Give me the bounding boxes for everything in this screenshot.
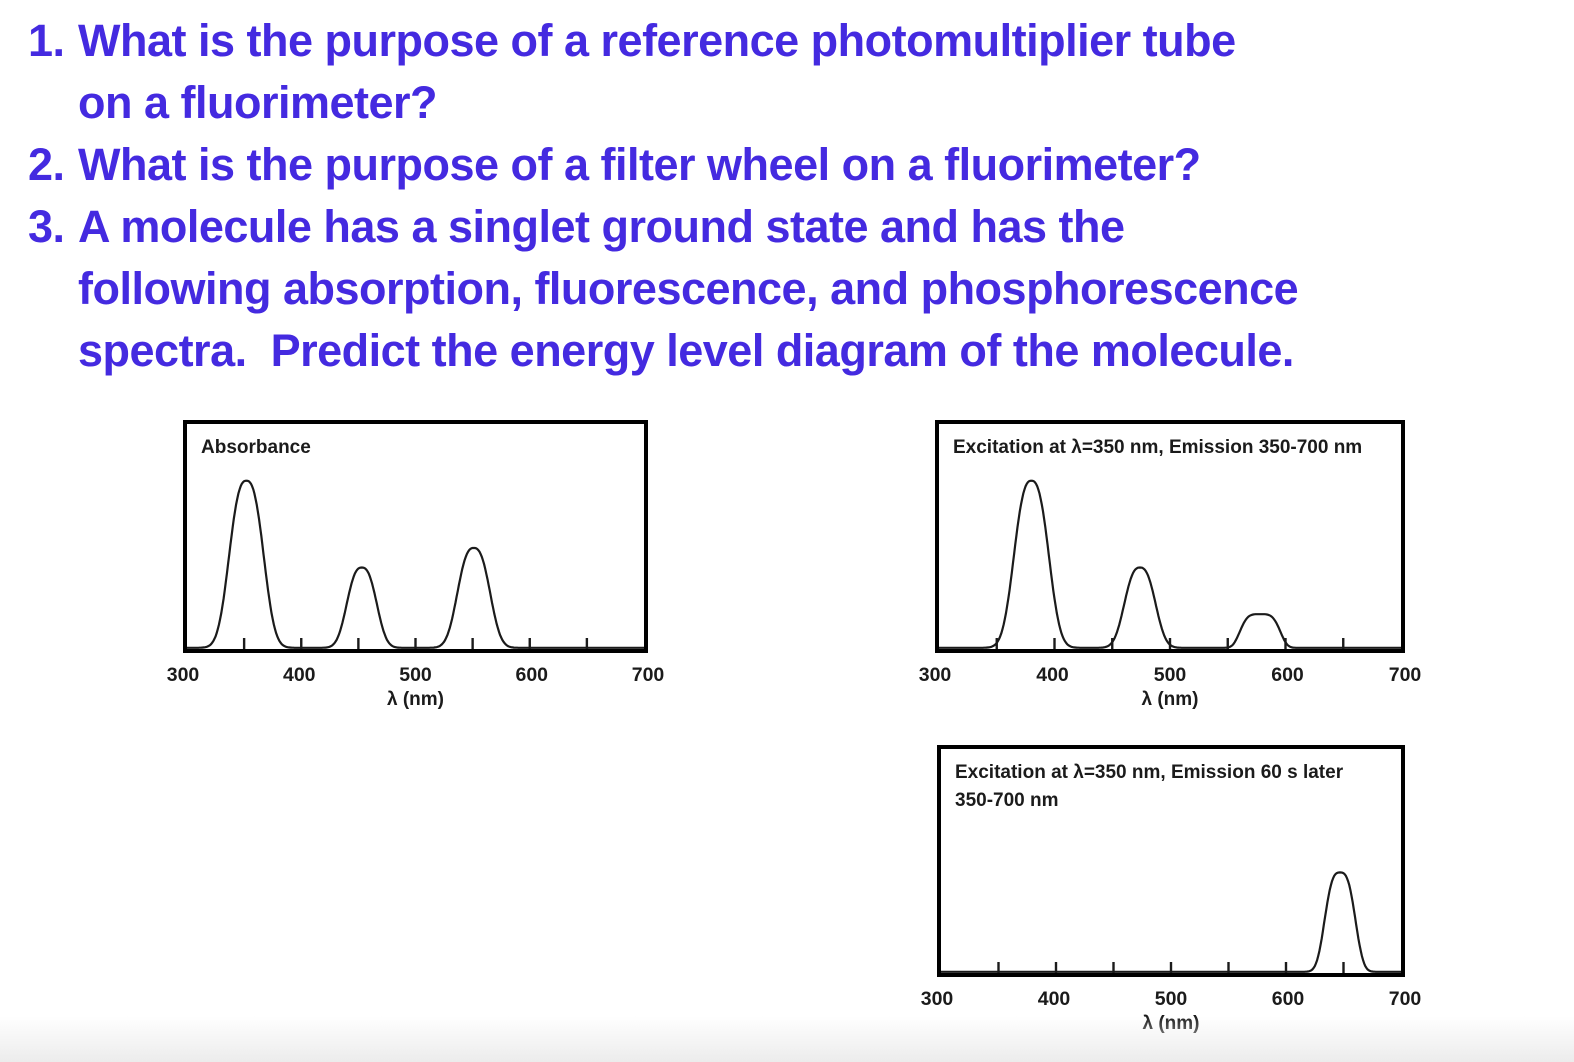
x-tick-label: 700 [631, 664, 665, 686]
x-tick-label: 500 [399, 664, 432, 686]
x-axis-label: λ (nm) [1141, 689, 1199, 710]
phosphorescence-emission-chart: Excitation at λ=350 nm, Emission 60 s la… [921, 745, 1422, 1035]
question-number: 2. [28, 139, 65, 190]
x-tick-label: 300 [918, 664, 952, 686]
x-axis-label: λ (nm) [387, 689, 444, 710]
question-item-1: 1. What is the purpose of a reference ph… [28, 10, 1566, 134]
question-number: 1. [28, 15, 65, 66]
chart-title: Absorbance [201, 437, 311, 458]
x-tick-label: 600 [515, 664, 549, 686]
chart-title: Excitation at λ=350 nm, Emission 350-700… [953, 437, 1363, 458]
question-text: What is the purpose of a filter wheel on… [78, 139, 1201, 190]
question-item-2: 2. What is the purpose of a filter wheel… [28, 134, 1566, 196]
x-tick-label: 400 [1036, 664, 1069, 686]
plot-frame: Excitation at λ=350 nm, Emission 350-700… [935, 420, 1405, 653]
x-tick-label: 400 [1037, 988, 1071, 1010]
plot-frame: Excitation at λ=350 nm, Emission 60 s la… [937, 745, 1405, 977]
spectrum-curve [939, 479, 1401, 649]
x-tick-label: 300 [166, 664, 200, 686]
bottom-edge-shadow [0, 1016, 1574, 1062]
spectrum-plot-svg [187, 479, 644, 649]
x-tick-label: 600 [1271, 664, 1304, 686]
spectrum-curve [187, 479, 644, 649]
x-tick-label: 600 [1271, 988, 1305, 1010]
x-axis-tick-labels: 300 400 500 600 700 [167, 664, 665, 688]
x-tick-label: 500 [1154, 988, 1188, 1010]
x-tick-label: 700 [1388, 664, 1422, 686]
x-tick-label: 400 [282, 664, 316, 686]
plot-frame: Absorbance [183, 420, 648, 653]
spectrum-curve [941, 871, 1401, 973]
spectrum-plot-svg [941, 871, 1401, 973]
question-item-3: 3. A molecule has a singlet ground state… [28, 196, 1566, 382]
x-tick-label: 300 [920, 988, 954, 1010]
x-axis-tick-labels: 300 400 500 600 700 [919, 664, 1422, 688]
question-text: A molecule has a singlet ground state an… [78, 201, 1299, 376]
question-text: What is the purpose of a reference photo… [78, 15, 1236, 128]
chart-title: Excitation at λ=350 nm, Emission 60 s la… [955, 762, 1344, 811]
absorbance-spectrum-chart: Absorbance 300 400 500 600 700 λ (nm) [167, 420, 665, 711]
questions-list: 1. What is the purpose of a reference ph… [28, 10, 1566, 382]
spectrum-plot-svg [939, 479, 1401, 649]
question-number: 3. [28, 201, 65, 252]
x-axis-tick-labels: 300 400 500 600 700 [921, 988, 1422, 1012]
fluorescence-emission-chart: Excitation at λ=350 nm, Emission 350-700… [919, 420, 1422, 711]
x-tick-label: 700 [1388, 988, 1422, 1010]
x-tick-label: 500 [1153, 664, 1187, 686]
